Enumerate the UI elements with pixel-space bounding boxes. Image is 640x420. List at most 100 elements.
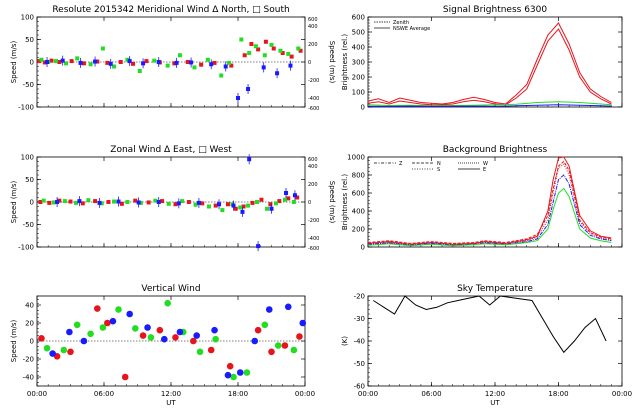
data-point-red (280, 51, 285, 55)
data-point-green (193, 202, 198, 207)
series-line-W (367, 174, 612, 246)
legend-label: Z (399, 161, 403, 167)
y-tick-label: 300 (352, 59, 365, 67)
data-point-green (88, 62, 93, 67)
data-point-green (74, 200, 79, 205)
x-axis-label: UT (166, 399, 176, 407)
right-tick-label: 200 (308, 42, 318, 48)
data-point-green (137, 69, 142, 73)
data-point-red (93, 199, 98, 204)
data-point-red (268, 348, 275, 356)
data-point-green (269, 42, 274, 47)
chart-title: Resolute 2015342 Meridional Wind Δ North… (52, 5, 289, 15)
data-point-green (165, 63, 170, 68)
series-line-sky (373, 295, 607, 354)
data-point-green (112, 64, 117, 69)
right-tick-label: -400 (308, 96, 319, 102)
y-tick-label: 40 (25, 302, 34, 310)
y-tick-label: 600 (352, 14, 365, 22)
y-axis-label: Brightness (rel.) (341, 174, 349, 230)
data-point-red (296, 333, 303, 340)
chart-panel-2: Zonal Wind Δ East, □ West -100 -50 0 50 100 -6… (10, 145, 336, 252)
y-tick-label: 600 (352, 190, 365, 198)
data-point-red (190, 337, 197, 345)
data-point-green (75, 56, 80, 61)
data-point-red (118, 60, 123, 64)
x-tick-label: 18:00 (228, 390, 248, 398)
data-point-green (219, 73, 224, 78)
y-tick-label: 20 (25, 320, 34, 328)
series-line-Z (367, 156, 612, 245)
data-point-red (146, 200, 151, 205)
data-point-red (172, 334, 179, 341)
x-tick-label: 06:00 (421, 390, 441, 398)
data-point-red (277, 199, 282, 204)
data-point-blue (80, 337, 88, 345)
data-point-red (199, 62, 204, 67)
data-point-green (212, 335, 219, 343)
x-tick-label: 00:00 (358, 390, 378, 398)
y-tick-label: 500 (352, 29, 365, 37)
data-point-red (225, 202, 230, 207)
data-point-red (38, 200, 43, 204)
data-point-red (37, 59, 42, 64)
y-tick-label: -20 (354, 293, 365, 301)
y-tick-label: 400 (352, 208, 365, 216)
data-point-red (131, 61, 136, 66)
data-point-red (268, 202, 273, 207)
data-point-blue (299, 319, 307, 327)
data-point-blue (224, 371, 232, 379)
data-point-green (253, 44, 258, 49)
data-point-green (291, 200, 296, 204)
data-point-red (233, 206, 238, 211)
data-point-red (94, 305, 101, 312)
data-point-blue (251, 337, 259, 345)
data-point-red (42, 60, 47, 65)
data-point-red (254, 326, 262, 334)
legend-label: Zenith (393, 20, 409, 26)
y-tick-label: 800 (352, 172, 365, 180)
data-point-green (230, 373, 237, 381)
data-point-green (290, 346, 298, 354)
chart-title: Signal Brightness 6300 (443, 5, 547, 15)
right-tick-label: -600 (308, 106, 319, 112)
data-point-green (239, 37, 244, 42)
series-line-N (367, 160, 612, 244)
right-tick-label: -200 (308, 218, 319, 224)
data-point-red (281, 342, 289, 349)
data-point-green (262, 53, 267, 58)
data-point-red (173, 202, 178, 207)
chart-title: Sky Temperature (457, 284, 533, 294)
data-point-green (112, 199, 117, 204)
data-point-green (62, 199, 67, 204)
data-point-red (256, 47, 261, 52)
data-point-red (213, 203, 218, 208)
y-tick-label: -40 (354, 338, 365, 346)
series-line-blue (367, 104, 612, 107)
chart-panel-1: Signal Brightness 6300 0 100 200 300 400 500 60… (341, 5, 623, 112)
data-point-blue (49, 350, 56, 357)
data-point-green (147, 334, 155, 341)
data-point-red (250, 200, 255, 205)
y-tick-label: -50 (23, 81, 34, 89)
y-axis-label: Speed (m/s) (10, 41, 18, 84)
data-point-green (73, 321, 81, 329)
data-point-green (192, 65, 197, 70)
x-tick-label: 18:00 (548, 390, 568, 398)
data-point-blue (193, 332, 200, 339)
data-point-green (282, 197, 287, 202)
y-tick-label: -40 (23, 374, 34, 382)
data-point-green (180, 199, 185, 204)
data-point-green (99, 324, 107, 331)
y-tick-label: 50 (25, 176, 34, 184)
y-tick-label: 100 (21, 154, 34, 162)
data-point-red (295, 195, 300, 200)
data-point-green (99, 201, 104, 206)
data-point-red (271, 46, 276, 51)
plot-frame (367, 156, 623, 248)
x-tick-label: 00:00 (27, 390, 47, 398)
right-tick-label: 200 (308, 182, 318, 188)
data-point-red (69, 59, 74, 64)
data-point-red (298, 48, 303, 53)
data-point-green (206, 204, 211, 209)
